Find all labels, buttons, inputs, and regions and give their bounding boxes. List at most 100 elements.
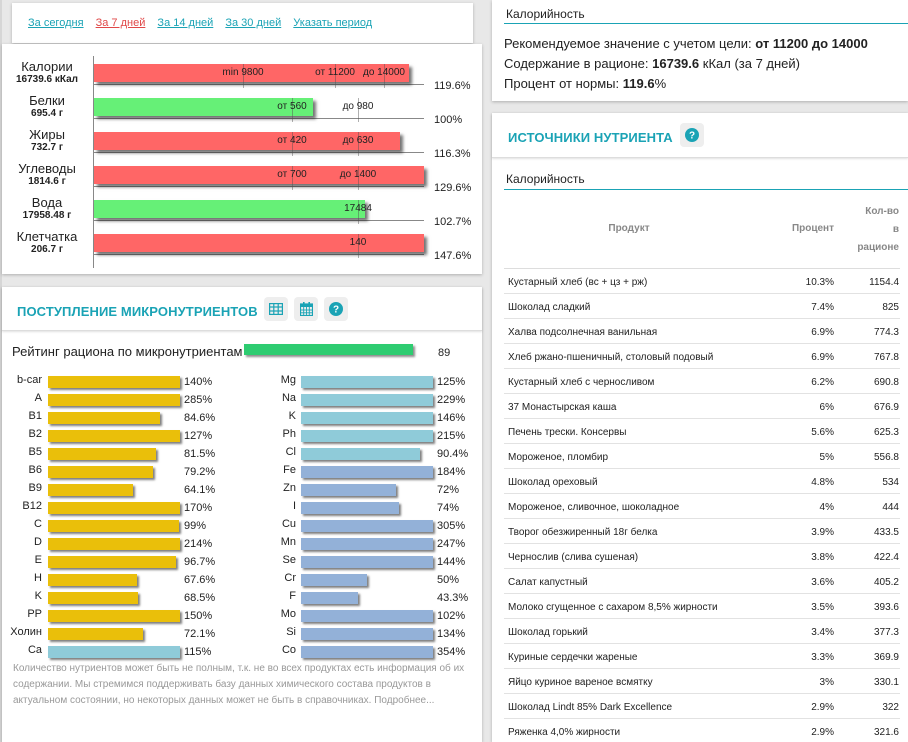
table-row[interactable]: Кустарный хлеб с черносливом 6.2% 690.8 — [504, 369, 900, 394]
period-link-14-days[interactable]: За 14 дней — [157, 17, 214, 29]
table-row[interactable]: Кустарный хлеб (вс + цз + рж) 10.3% 1154.4 — [504, 269, 900, 294]
product-name: Халва подсолнечная ванильная — [508, 327, 658, 338]
micronutrient-percent: 146% — [437, 412, 466, 424]
macro-row: Клетчатка 206.7 г 147.6% 140 — [2, 227, 482, 262]
micronutrient-name: Na — [281, 392, 296, 404]
micronutrient-row: Co 354% — [2, 644, 482, 662]
period-link-custom[interactable]: Указать период — [293, 17, 373, 29]
micronutrient-name: B12 — [22, 500, 42, 512]
product-name: Творог обезжиренный 18г белка — [508, 527, 658, 538]
table-row[interactable]: Халва подсолнечная ванильная 6.9% 774.3 — [504, 319, 900, 344]
macro-marker-label: до 1400 — [339, 169, 377, 180]
page-edge — [0, 0, 2, 742]
period-link-today[interactable]: За сегодня — [28, 17, 84, 29]
content-value: 16739.6 — [652, 56, 700, 71]
period-selector: За сегодня За 7 дней За 14 дней За 30 дн… — [12, 3, 473, 43]
micronutrients-header: ПОСТУПЛЕНИЕ МИКРОНУТРИЕНТОВ — [2, 287, 482, 331]
macro-name: Клетчатка — [16, 229, 78, 244]
macro-baseline — [94, 254, 424, 255]
micronutrient-name: H — [34, 572, 42, 584]
macro-marker-label: min 9800 — [222, 67, 264, 78]
table-row[interactable]: Молоко сгущенное с сахаром 8,5% жирности… — [504, 594, 900, 619]
micronutrient-bar — [48, 448, 156, 460]
table-row[interactable]: Куриные сердечки жареные 3.3% 369.9 — [504, 644, 900, 669]
table-row[interactable]: Хлеб ржано-пшеничный, столовый подовый 6.… — [504, 344, 900, 369]
svg-text:?: ? — [333, 305, 339, 316]
table-row[interactable]: Шоколад ореховый 4.8% 534 — [504, 469, 900, 494]
micronutrient-row: b-car 140% — [2, 374, 482, 392]
table-row[interactable]: Шоколад горький 3.4% 377.3 — [504, 619, 900, 644]
micronutrient-bar — [48, 592, 138, 604]
macro-baseline — [94, 152, 424, 153]
calendar-view-button[interactable] — [294, 297, 318, 321]
macro-percent: 116.3% — [434, 148, 471, 160]
micronutrient-row: Ph 215% — [2, 428, 482, 446]
rating-value: 89 — [438, 347, 451, 359]
product-quantity: 534 — [882, 477, 899, 488]
table-row[interactable]: Салат капустный 3.6% 405.2 — [504, 569, 900, 594]
table-row[interactable]: Чернослив (слива сушеная) 3.8% 422.4 — [504, 544, 900, 569]
table-row[interactable]: 37 Монастырская каша 6% 676.9 — [504, 394, 900, 419]
table-row[interactable]: Печень трески. Консервы 5.6% 625.3 — [504, 419, 900, 444]
period-link-30-days[interactable]: За 30 дней — [225, 17, 282, 29]
micronutrients-help-button[interactable]: ? — [324, 297, 348, 321]
product-quantity: 774.3 — [873, 327, 899, 338]
percent-value: 119.6 — [622, 76, 655, 91]
product-percent: 7.4% — [811, 302, 834, 313]
table-row[interactable]: Яйцо куриное вареное всмятку 3% 330.1 — [504, 669, 900, 694]
micronutrient-name: b-car — [16, 374, 42, 386]
micronutrient-row: H 67.6% — [2, 572, 482, 590]
macro-bar — [94, 166, 424, 184]
micronutrient-bar — [301, 628, 433, 640]
micronutrient-name: B2 — [28, 428, 42, 440]
sources-help-button[interactable]: ? — [680, 123, 704, 147]
macro-marker-tick — [243, 64, 244, 88]
micronutrient-row: B5 81.5% — [2, 446, 482, 464]
table-row[interactable]: Творог обезжиренный 18г белка 3.9% 433.5 — [504, 519, 900, 544]
recommended-value: от 11200 до 14000 — [755, 36, 868, 51]
micronutrient-bar — [301, 502, 399, 514]
column-percent[interactable]: Процент — [791, 223, 834, 234]
macro-row: Жиры 732.7 г 116.3% от 420 до 630 — [2, 125, 482, 160]
table-row[interactable]: Мороженое, пломбир 5% 556.8 — [504, 444, 900, 469]
micronutrient-name: Cl — [285, 446, 296, 458]
product-quantity: 393.6 — [873, 602, 899, 613]
macro-marker-label: от 11200 — [315, 67, 355, 78]
macro-bar — [94, 64, 409, 82]
macro-axis — [93, 56, 94, 268]
macro-value: 695.4 г — [31, 108, 63, 119]
product-quantity: 405.2 — [873, 577, 899, 588]
column-quantity[interactable]: Кол-во в рационе — [839, 203, 899, 257]
macro-marker-label: от 420 — [277, 135, 307, 146]
table-row[interactable]: Мороженое, сливочное, шоколадное 4% 444 — [504, 494, 900, 519]
micronutrient-row: Mg 125% — [2, 374, 482, 392]
micronutrient-bar — [301, 412, 433, 424]
micronutrient-bar — [48, 412, 160, 424]
micronutrient-row: K 146% — [2, 410, 482, 428]
content-line: Содержание в рационе: 16739.6 кКал (за 7… — [504, 56, 800, 71]
micronutrient-bar — [48, 628, 143, 640]
macro-marker-tick — [335, 64, 336, 88]
micronutrient-percent: 79.2% — [184, 466, 216, 478]
micronutrient-percent: 74% — [437, 502, 460, 514]
micronutrient-row: Cr 50% — [2, 572, 482, 590]
table-view-button[interactable] — [264, 297, 288, 321]
table-row[interactable]: Шоколад сладкий 7.4% 825 — [504, 294, 900, 319]
calorie-summary-subtitle: Калорийность — [504, 7, 908, 24]
sources-table-header: Продукт Процент Кол-во в рационе — [504, 197, 900, 269]
micronutrient-name: Zn — [283, 482, 296, 494]
content-label: Содержание в рационе: — [504, 56, 653, 71]
macro-name: Жиры — [29, 127, 65, 142]
macro-bar — [94, 234, 424, 252]
sources-title: ИСТОЧНИКИ НУТРИЕНТА — [508, 130, 673, 145]
micronutrient-row: A 285% — [2, 392, 482, 410]
column-product[interactable]: Продукт — [608, 223, 650, 234]
micronutrient-percent: 72.1% — [184, 628, 216, 640]
table-row[interactable]: Шоколад Lindt 85% Dark Excellence 2.9% 322 — [504, 694, 900, 719]
micronutrient-row: PP 150% — [2, 608, 482, 626]
column-quantity-line2: в — [892, 224, 899, 235]
content-suffix: кКал (за 7 дней) — [699, 56, 800, 71]
period-link-7-days[interactable]: За 7 дней — [95, 17, 146, 29]
table-row[interactable]: Ряженка 4,0% жирности 2.9% 321.6 — [504, 719, 900, 742]
macro-marker-tick — [292, 98, 293, 122]
